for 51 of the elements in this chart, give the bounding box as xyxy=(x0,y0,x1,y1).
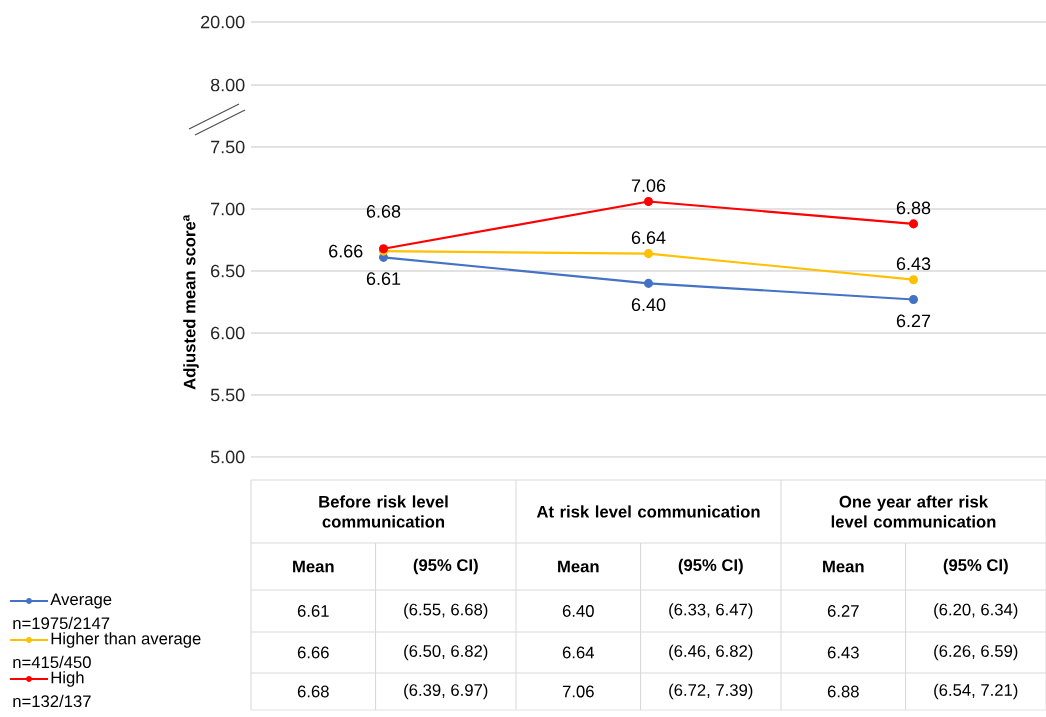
y-tick-label: 20.00 xyxy=(201,15,245,29)
text: (6.33, 6.47) xyxy=(669,603,753,619)
data-label: 6.88 xyxy=(827,685,859,698)
text: (6.39, 6.97) xyxy=(404,683,488,700)
text: 7.06 xyxy=(631,179,666,192)
text: Mean xyxy=(823,560,864,573)
text: (6.26, 6.59) xyxy=(934,644,1018,661)
text: (6.50, 6.82) xyxy=(404,644,488,661)
x-tick-label: At risk level communication xyxy=(536,505,760,518)
text: Mean xyxy=(293,560,334,573)
text: (6.72, 7.39) xyxy=(669,683,753,700)
text: 6.88 xyxy=(896,201,931,215)
text: 6.43 xyxy=(896,257,931,271)
data-label: 6.64 xyxy=(562,646,595,659)
data-label: 6.27 xyxy=(827,605,859,617)
text: 6.61 xyxy=(366,272,401,286)
y-tick-label: 7.50 xyxy=(211,140,245,154)
data-label: 6.66 xyxy=(297,646,329,659)
text: 6.27 xyxy=(896,314,931,328)
text: (6.55, 6.68) xyxy=(404,603,488,619)
text: Mean xyxy=(558,560,599,573)
legend-label: High xyxy=(51,671,84,687)
y-tick-label: 6.00 xyxy=(211,326,245,340)
y-tick-label: 5.50 xyxy=(210,388,245,402)
text: (6.20, 6.34) xyxy=(934,603,1018,619)
y-tick-label: 6.50 xyxy=(211,264,245,278)
data-label: 6.61 xyxy=(297,605,329,617)
y-tick-label: 5.00 xyxy=(210,450,245,464)
y-tick-label: 8.00 xyxy=(210,78,245,92)
text: (6.46, 6.82) xyxy=(669,644,753,661)
text: 6.64 xyxy=(631,231,666,245)
text: (95% CI) xyxy=(413,558,478,575)
text: (6.54, 7.21) xyxy=(934,683,1018,700)
text: (95% CI) xyxy=(678,558,743,575)
data-label: 6.68 xyxy=(297,685,329,698)
legend-label: Average xyxy=(50,593,112,609)
data-label: 7.06 xyxy=(562,685,594,698)
y-tick-label: 7.00 xyxy=(211,202,245,216)
text: (95% CI) xyxy=(943,558,1008,575)
text: n=132/137 xyxy=(13,694,91,708)
data-label: 6.40 xyxy=(562,605,594,617)
data-label: 6.43 xyxy=(827,646,859,659)
x-tick-label: Before risk level communication xyxy=(319,495,448,528)
text: n=1975/2147 xyxy=(13,616,110,630)
x-tick-label: One year after risk level communication xyxy=(831,495,996,528)
text: n=415/450 xyxy=(13,655,91,669)
legend-label: Higher than average xyxy=(51,632,201,648)
y-axis-title: Adjusted mean score$^{a}$ xyxy=(183,214,199,390)
text: 6.68 xyxy=(366,205,401,218)
text: 6.40 xyxy=(631,298,666,312)
text: 6.66 xyxy=(329,244,363,258)
